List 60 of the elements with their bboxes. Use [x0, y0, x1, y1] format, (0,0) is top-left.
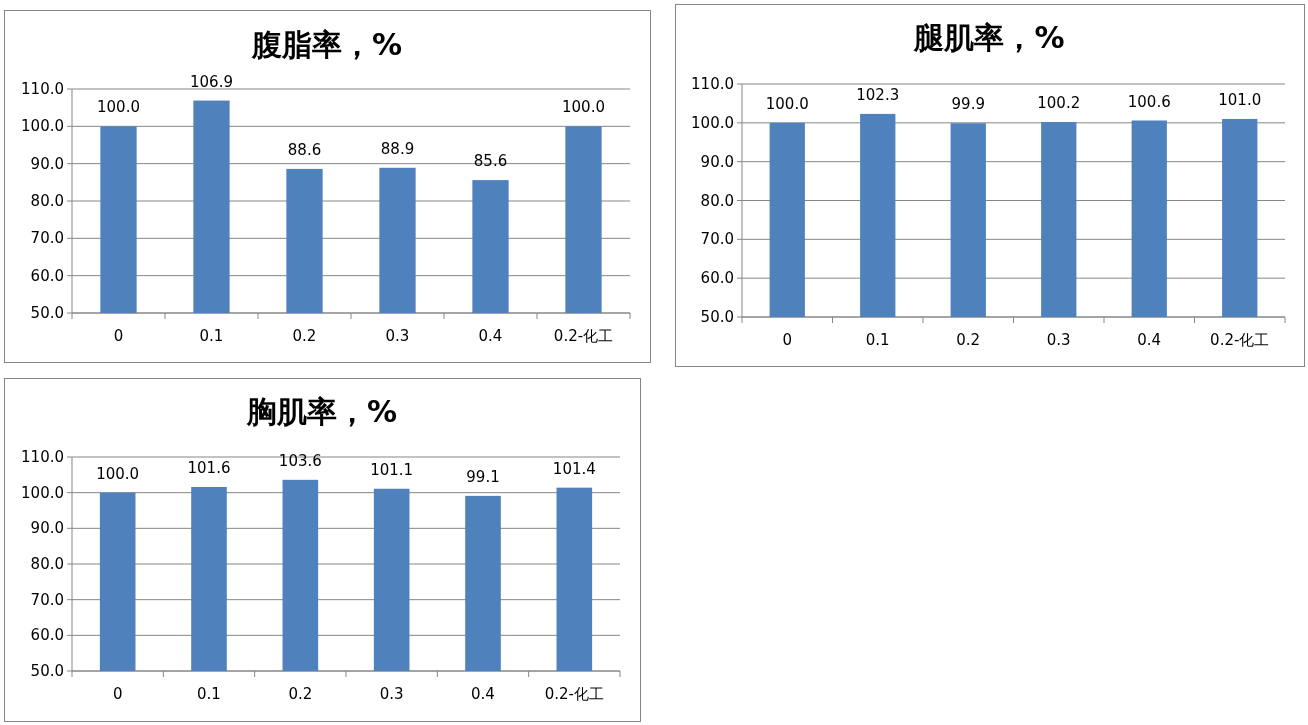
data-label: 100.0 — [562, 98, 605, 117]
y-tick-label: 80.0 — [30, 555, 64, 573]
y-tick-label: 50.0 — [700, 308, 734, 326]
x-tick-label: 0 — [112, 685, 123, 703]
y-tick-label: 90.0 — [30, 154, 64, 173]
data-label: 100.0 — [97, 98, 140, 117]
data-label: 100.2 — [1037, 94, 1081, 113]
y-tick-label: 100.0 — [21, 483, 64, 502]
x-tick-label: 0.3 — [1046, 331, 1071, 349]
x-tick-label: 0.2 — [956, 331, 981, 349]
chart-title: 腹脂率，% — [250, 27, 403, 62]
y-tick-label: 60.0 — [30, 626, 64, 645]
chart-title: 胸肌率，% — [245, 394, 398, 429]
data-label: 101.0 — [1218, 90, 1262, 109]
data-label: 88.9 — [380, 139, 415, 158]
x-tick-label: 0.2 — [288, 685, 313, 703]
y-tick-label: 60.0 — [30, 266, 64, 285]
y-tick-label: 50.0 — [30, 662, 64, 680]
y-tick-label: 80.0 — [700, 191, 734, 210]
data-label: 101.1 — [370, 460, 414, 479]
data-label: 99.1 — [466, 467, 500, 486]
x-tick-label: 0.4 — [1137, 331, 1162, 349]
y-tick-label: 110.0 — [21, 80, 64, 98]
data-label: 101.4 — [552, 459, 596, 478]
x-tick-label: 0.4 — [471, 685, 495, 703]
x-tick-label: 0.1 — [197, 685, 221, 703]
y-tick-label: 100.0 — [691, 113, 734, 132]
y-tick-label: 90.0 — [700, 152, 734, 171]
y-tick-label: 70.0 — [30, 229, 64, 248]
x-tick-label: 0.2-化工 — [544, 685, 604, 703]
data-label: 100.0 — [96, 464, 140, 483]
y-tick-label: 80.0 — [30, 192, 64, 210]
data-label: 101.6 — [187, 458, 231, 477]
x-tick-label: 0.2-化工 — [1210, 331, 1270, 349]
x-tick-label: 0.2-化工 — [553, 327, 614, 345]
y-tick-label: 70.0 — [30, 590, 64, 609]
data-label: 103.6 — [278, 451, 322, 470]
y-tick-label: 60.0 — [700, 269, 734, 288]
y-tick-label: 90.0 — [30, 519, 64, 538]
y-tick-label: 100.0 — [21, 117, 64, 136]
y-tick-label: 110.0 — [691, 75, 734, 93]
x-tick-label: 0 — [113, 327, 124, 345]
data-label: 85.6 — [473, 152, 508, 171]
y-tick-label: 70.0 — [700, 230, 734, 249]
y-tick-label: 50.0 — [30, 304, 64, 322]
data-label: 88.6 — [287, 140, 322, 159]
x-tick-label: 0.1 — [865, 331, 890, 349]
x-tick-label: 0.1 — [199, 327, 224, 345]
data-label: 100.0 — [765, 94, 809, 113]
x-tick-label: 0.4 — [478, 327, 503, 345]
x-tick-label: 0.3 — [385, 327, 410, 345]
data-label: 100.6 — [1127, 92, 1171, 111]
data-label: 102.3 — [856, 85, 900, 104]
data-label: 99.9 — [951, 95, 985, 114]
x-tick-label: 0 — [782, 331, 793, 349]
chart-title: 腿肌率，% — [913, 20, 1065, 55]
y-tick-label: 110.0 — [21, 448, 64, 466]
x-tick-label: 0.3 — [379, 685, 404, 703]
data-label: 106.9 — [190, 72, 233, 91]
x-tick-label: 0.2 — [292, 327, 317, 345]
